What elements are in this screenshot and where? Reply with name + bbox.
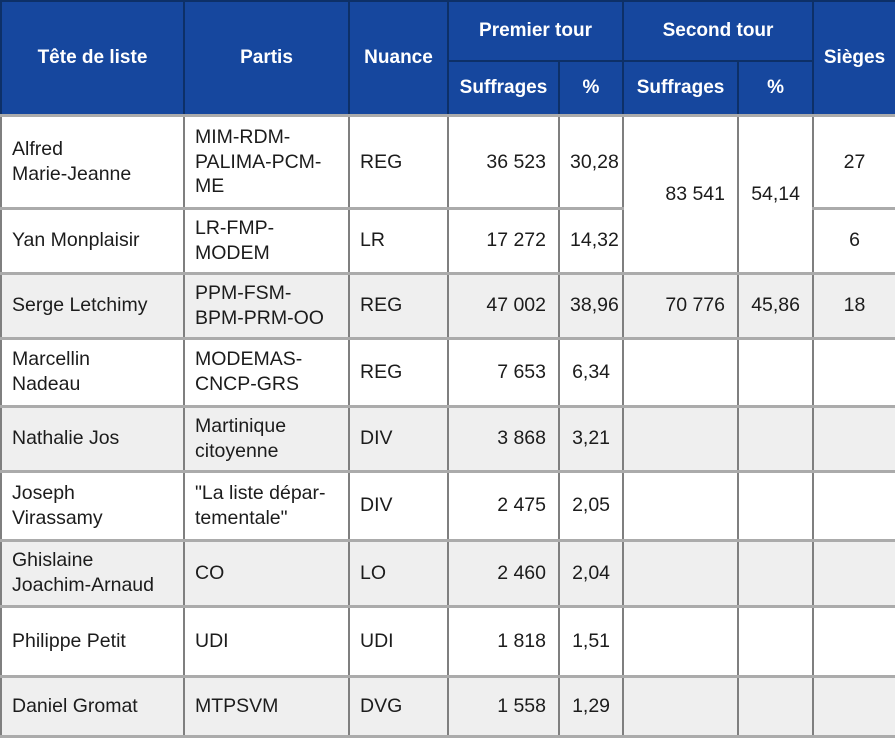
cell-partis: MIM-RDM- PALIMA-PCM- ME: [183, 114, 350, 210]
cell-t2-pct: [737, 404, 815, 473]
header-tete-de-liste: Tête de liste: [0, 0, 185, 117]
cell-nuance: DIV: [348, 469, 449, 542]
cell-t2-suffrages-merged: 83 541: [622, 114, 740, 275]
cell-nuance: LR: [348, 207, 449, 275]
cell-sieges: [812, 538, 895, 608]
cell-tete-de-liste: Marcellin Nadeau: [0, 336, 185, 408]
table-row: Yan Monplaisir LR-FMP- MODEM LR 17 272 1…: [0, 207, 895, 275]
table-row: Daniel Gromat MTPSVM DVG 1 558 1,29: [0, 674, 895, 738]
cell-sieges: [812, 336, 895, 408]
cell-partis: PPM-FSM- BPM-PRM-OO: [183, 271, 350, 340]
table-row: Joseph Virassamy "La liste dépar- tement…: [0, 469, 895, 542]
cell-t1-pct: 6,34: [557, 336, 625, 408]
cell-t2-suffrages: [622, 674, 740, 738]
cell-t1-suffrages: 17 272: [447, 207, 560, 275]
header-row-groups: Tête de liste Partis Nuance Premier tour…: [0, 0, 895, 117]
cell-t1-suffrages: 1 818: [447, 604, 560, 678]
cell-t2-pct: [737, 336, 815, 408]
cell-t1-suffrages: 7 653: [447, 336, 560, 408]
header-row-sub: Suffrages % Suffrages %: [1, 60, 895, 117]
cell-nuance: REG: [348, 336, 449, 408]
cell-tete-de-liste: Serge Letchimy: [0, 271, 185, 340]
table-row: Ghislaine Joachim-Arnaud CO LO 2 460 2,0…: [0, 538, 895, 608]
table-body: Alfred Marie-Jeanne MIM-RDM- PALIMA-PCM-…: [0, 114, 895, 738]
cell-tete-de-liste: Daniel Gromat: [0, 674, 185, 738]
cell-nuance: REG: [348, 114, 449, 210]
header-partis: Partis: [183, 0, 350, 117]
cell-t1-pct: 14,32: [557, 207, 625, 275]
cell-partis: MODEMAS- CNCP-GRS: [183, 336, 350, 408]
cell-sieges: 6: [812, 207, 895, 275]
cell-t1-suffrages: 2 460: [447, 538, 560, 608]
header-nuance: Nuance: [348, 0, 449, 117]
cell-t1-pct: 2,05: [557, 469, 625, 542]
cell-t1-pct: 2,04: [557, 538, 625, 608]
cell-partis: UDI: [183, 604, 350, 678]
cell-t2-pct: [737, 538, 815, 608]
cell-t1-suffrages: 36 523: [447, 114, 560, 210]
table-row: Nathalie Jos Martinique citoyenne DIV 3 …: [0, 404, 895, 473]
cell-t1-suffrages: 47 002: [447, 271, 560, 340]
cell-tete-de-liste: Philippe Petit: [0, 604, 185, 678]
cell-t1-suffrages: 3 868: [447, 404, 560, 473]
cell-t2-suffrages: [622, 538, 740, 608]
cell-partis: MTPSVM: [183, 674, 350, 738]
cell-tete-de-liste: Joseph Virassamy: [0, 469, 185, 542]
cell-sieges: [812, 604, 895, 678]
cell-partis: LR-FMP- MODEM: [183, 207, 350, 275]
cell-t2-pct-merged: 54,14: [737, 114, 815, 275]
header-pct-t1: %: [557, 60, 625, 117]
cell-tete-de-liste: Yan Monplaisir: [0, 207, 185, 275]
cell-nuance: DVG: [348, 674, 449, 738]
table-header: Tête de liste Partis Nuance Premier tour…: [0, 0, 895, 117]
cell-t1-suffrages: 2 475: [447, 469, 560, 542]
cell-tete-de-liste: Nathalie Jos: [0, 404, 185, 473]
cell-t2-pct: [737, 469, 815, 542]
cell-tete-de-liste: Ghislaine Joachim-Arnaud: [0, 538, 185, 608]
cell-t2-suffrages: [622, 336, 740, 408]
cell-t1-pct: 38,96: [557, 271, 625, 340]
table-row: Philippe Petit UDI UDI 1 818 1,51: [0, 604, 895, 678]
cell-t1-pct: 3,21: [557, 404, 625, 473]
cell-nuance: UDI: [348, 604, 449, 678]
cell-t1-suffrages: 1 558: [447, 674, 560, 738]
header-premier-tour: Premier tour: [446, 0, 625, 62]
cell-sieges: 27: [812, 114, 895, 210]
header-suffrages-t1: Suffrages: [447, 60, 560, 117]
cell-sieges: [812, 469, 895, 542]
header-sieges: Sièges: [812, 0, 895, 117]
cell-sieges: [812, 404, 895, 473]
cell-sieges: 18: [812, 271, 895, 340]
cell-t2-suffrages: 70 776: [622, 271, 740, 340]
cell-tete-de-liste: Alfred Marie-Jeanne: [0, 114, 185, 210]
cell-t1-pct: 1,51: [557, 604, 625, 678]
cell-t2-suffrages: [622, 604, 740, 678]
cell-partis: Martinique citoyenne: [183, 404, 350, 473]
header-suffrages-t2: Suffrages: [622, 60, 740, 117]
cell-partis: CO: [183, 538, 350, 608]
cell-t1-pct: 1,29: [557, 674, 625, 738]
cell-t2-suffrages: [622, 469, 740, 542]
table-row: Marcellin Nadeau MODEMAS- CNCP-GRS REG 7…: [0, 336, 895, 408]
cell-t2-suffrages: [622, 404, 740, 473]
cell-nuance: REG: [348, 271, 449, 340]
cell-t1-pct: 30,28: [557, 114, 625, 210]
cell-nuance: DIV: [348, 404, 449, 473]
cell-t2-pct: 45,86: [737, 271, 815, 340]
cell-nuance: LO: [348, 538, 449, 608]
table-row: Serge Letchimy PPM-FSM- BPM-PRM-OO REG 4…: [0, 271, 895, 340]
cell-partis: "La liste dépar- tementale": [183, 469, 350, 542]
cell-t2-pct: [737, 604, 815, 678]
cell-t2-pct: [737, 674, 815, 738]
table-row: Alfred Marie-Jeanne MIM-RDM- PALIMA-PCM-…: [0, 114, 895, 275]
header-second-tour: Second tour: [622, 0, 815, 62]
header-pct-t2: %: [737, 60, 815, 117]
cell-sieges: [812, 674, 895, 738]
